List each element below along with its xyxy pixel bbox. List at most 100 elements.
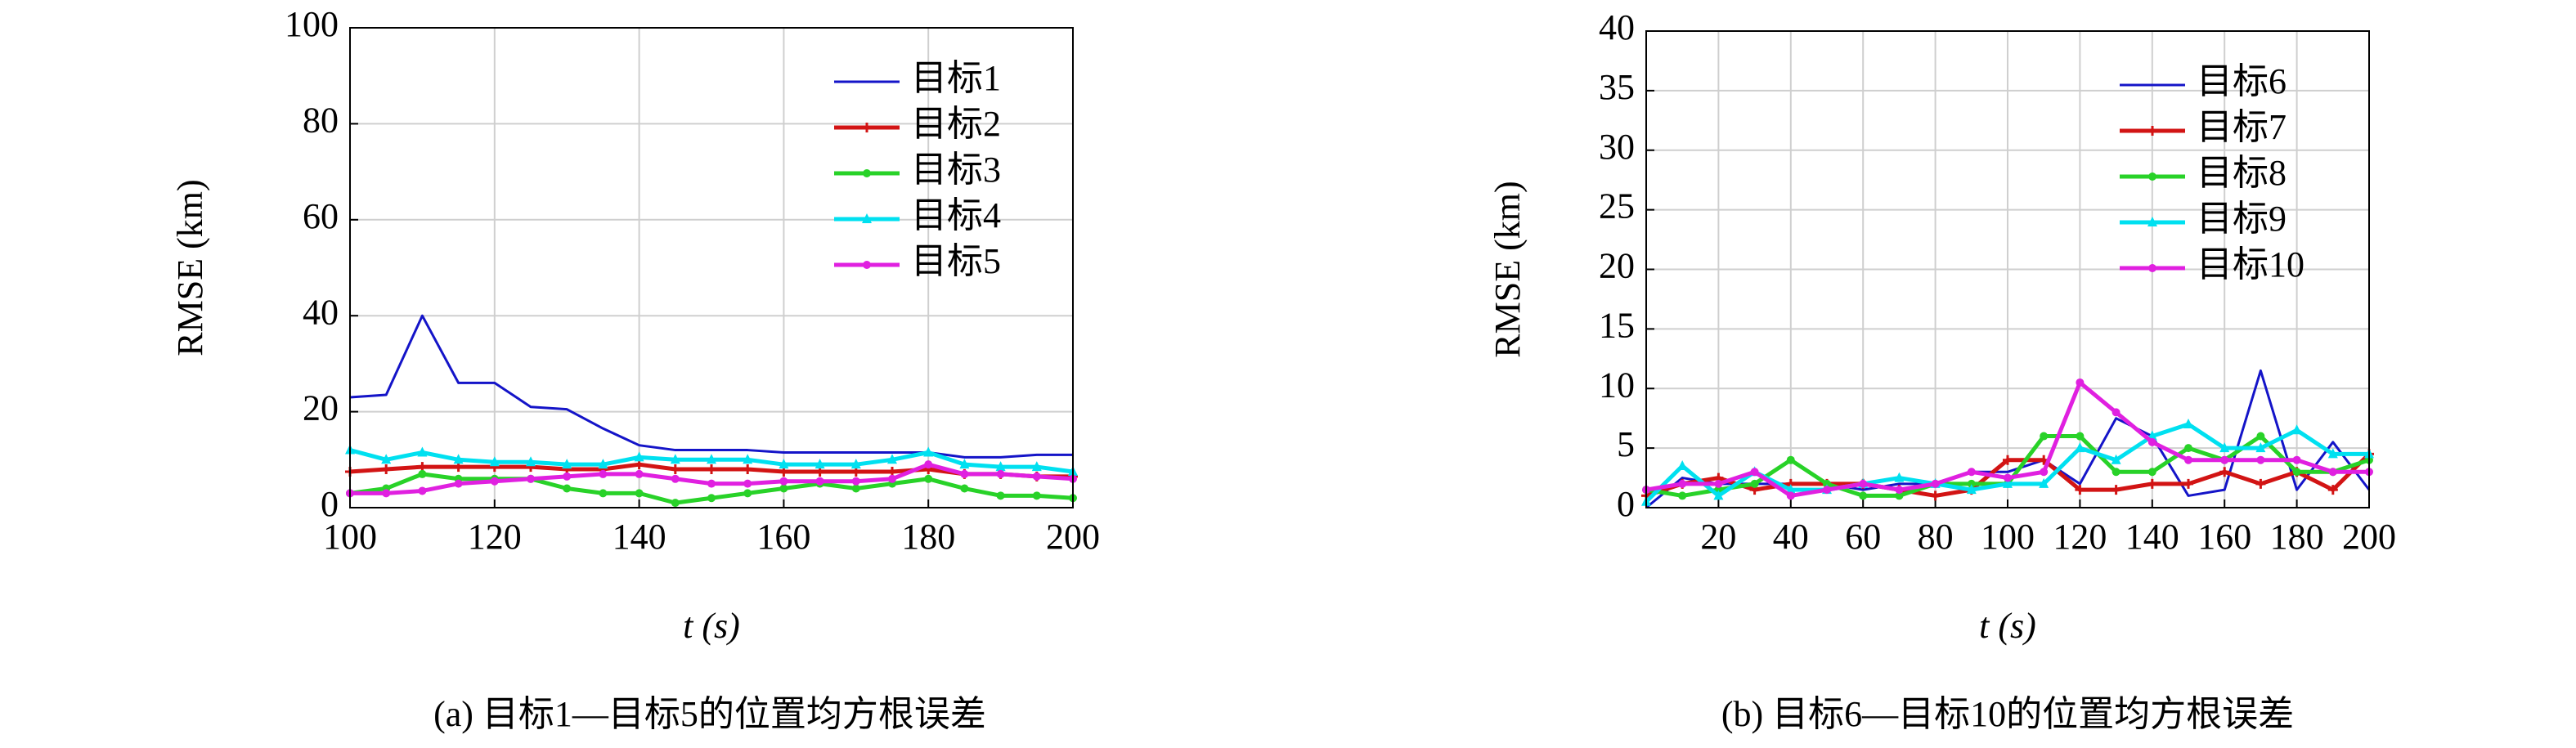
marker	[2184, 455, 2192, 464]
marker	[1967, 479, 1976, 488]
marker	[995, 461, 1006, 472]
marker	[1859, 491, 1868, 500]
marker	[1895, 486, 1904, 495]
y-tick-label: 100	[285, 4, 339, 44]
y-tick-label: 30	[1599, 127, 1635, 167]
marker	[743, 454, 753, 464]
marker	[563, 472, 572, 481]
marker	[2292, 455, 2301, 464]
y-axis-label: RMSE (km)	[170, 179, 210, 356]
x-tick-label: 200	[2342, 517, 2396, 557]
marker	[2003, 455, 2013, 465]
x-tick-label: 180	[901, 517, 955, 557]
marker	[1678, 479, 1687, 488]
marker	[2112, 408, 2120, 417]
marker	[1031, 461, 1042, 472]
marker	[2148, 264, 2156, 272]
marker	[779, 477, 788, 486]
marker	[1678, 491, 1687, 500]
marker	[743, 479, 752, 488]
x-tick-label: 180	[2270, 517, 2324, 557]
marker	[1859, 479, 1868, 488]
marker	[960, 484, 969, 493]
marker	[417, 446, 428, 457]
marker	[959, 459, 970, 469]
marker	[2255, 442, 2266, 453]
marker	[862, 123, 872, 132]
x-tick-label: 160	[756, 517, 810, 557]
marker	[862, 213, 872, 223]
x-tick-label: 80	[1918, 517, 1954, 557]
marker	[2328, 468, 2337, 477]
marker	[1750, 479, 1759, 488]
legend-label: 目标3	[911, 150, 1001, 190]
marker	[453, 454, 464, 464]
caption: (a) 目标1—目标5的位置均方根误差	[433, 694, 986, 734]
legend-label: 目标7	[2197, 107, 2287, 147]
marker	[1032, 491, 1041, 500]
marker	[924, 460, 933, 469]
marker	[635, 489, 644, 498]
marker	[563, 484, 572, 493]
marker	[1786, 455, 1795, 464]
marker	[562, 459, 572, 469]
marker	[815, 477, 824, 486]
marker	[887, 454, 897, 464]
marker	[1967, 468, 1976, 477]
marker	[2039, 477, 2049, 488]
marker	[2219, 467, 2230, 477]
marker	[490, 477, 499, 486]
marker	[960, 469, 969, 478]
y-tick-label: 20	[303, 388, 339, 428]
marker	[599, 469, 608, 478]
marker	[454, 479, 463, 488]
marker	[1966, 484, 1977, 495]
marker	[996, 491, 1005, 500]
y-axis-label: RMSE (km)	[1488, 181, 1528, 357]
y-tick-label: 0	[1617, 484, 1635, 524]
marker	[2327, 485, 2338, 495]
marker	[2076, 432, 2085, 441]
x-axis-label: t (s)	[1979, 606, 2036, 646]
marker	[2256, 432, 2265, 441]
marker	[634, 451, 644, 462]
marker	[1677, 459, 1688, 470]
y-tick-label: 5	[1617, 424, 1635, 464]
marker	[2076, 378, 2085, 387]
marker	[2075, 485, 2085, 495]
marker	[2075, 442, 2085, 453]
marker	[1823, 479, 1831, 488]
marker	[599, 489, 608, 498]
marker	[2147, 478, 2157, 489]
plot-frame	[349, 27, 1074, 508]
x-tick-label: 100	[1981, 517, 2035, 557]
marker	[779, 459, 789, 469]
marker	[418, 469, 427, 478]
marker	[381, 464, 392, 475]
marker	[671, 474, 680, 483]
marker	[851, 484, 860, 493]
x-tick-label: 140	[613, 517, 666, 557]
marker	[2111, 454, 2121, 464]
marker	[2147, 468, 2156, 477]
x-tick-label: 120	[468, 517, 522, 557]
marker	[2219, 442, 2230, 453]
marker	[418, 486, 427, 495]
marker	[851, 477, 860, 486]
marker	[815, 459, 825, 469]
series-line	[1645, 369, 2371, 509]
marker	[923, 446, 934, 457]
legend-label: 目标4	[911, 195, 1001, 235]
marker	[1931, 479, 1940, 488]
y-tick-label: 40	[303, 292, 339, 332]
marker	[1786, 491, 1795, 500]
marker	[2148, 172, 2156, 181]
marker	[2255, 478, 2266, 489]
marker	[1750, 468, 1759, 477]
legend-label: 目标6	[2197, 61, 2287, 101]
marker	[2184, 444, 2192, 453]
marker	[2147, 217, 2157, 226]
marker	[1032, 472, 1041, 481]
marker	[2256, 455, 2265, 464]
